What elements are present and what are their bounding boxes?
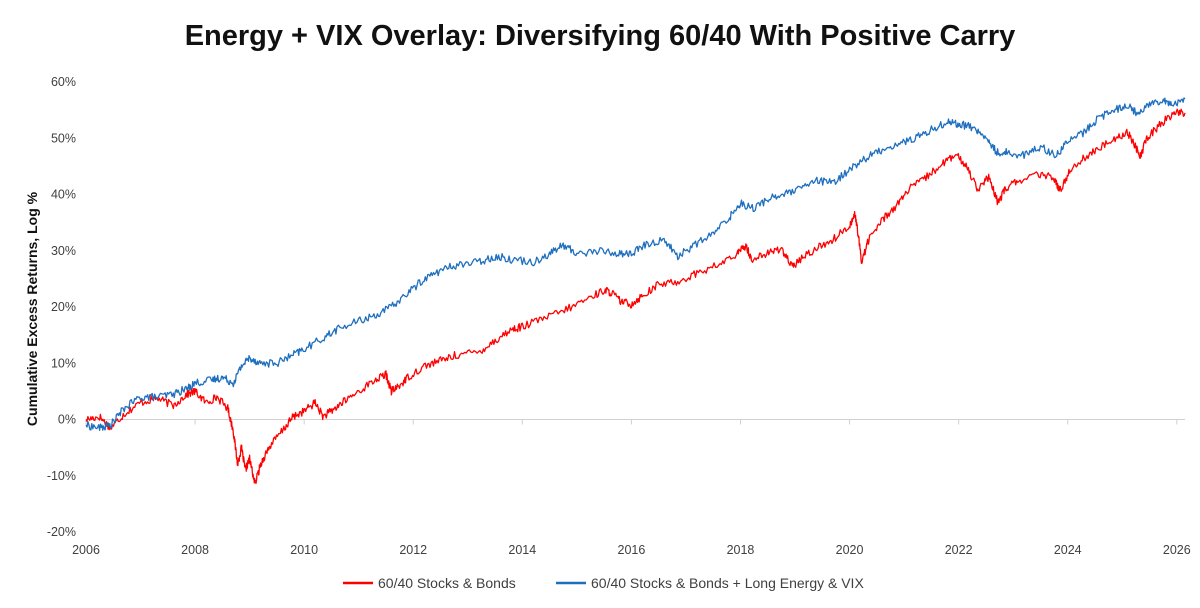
y-tick-label: 10% xyxy=(51,356,76,370)
x-tick-label: 2008 xyxy=(181,543,209,557)
legend: 60/40 Stocks & Bonds 60/40 Stocks & Bond… xyxy=(343,575,864,591)
x-tick-label: 2016 xyxy=(618,543,646,557)
y-tick-label: 30% xyxy=(51,244,76,258)
series-line-overlay xyxy=(85,97,1186,431)
legend-label-overlay: 60/40 Stocks & Bonds + Long Energy & VIX xyxy=(591,575,864,591)
y-tick-label: 0% xyxy=(58,413,76,427)
x-tick-label: 2026 xyxy=(1163,543,1191,557)
y-tick-label: 40% xyxy=(51,188,76,202)
x-tick-label: 2010 xyxy=(290,543,318,557)
x-tick-label: 2024 xyxy=(1054,543,1082,557)
x-tick-label: 2006 xyxy=(72,543,100,557)
y-tick-label: 20% xyxy=(51,300,76,314)
x-tick-label: 2020 xyxy=(836,543,864,557)
ticks-layer: -20% -10% 0% 10% 20% 30% 40% 50% 60% 2006 2008 2010… xyxy=(47,75,1191,557)
series-line-6040 xyxy=(85,108,1186,485)
chart-title: Energy + VIX Overlay: Diversifying 60/40… xyxy=(185,20,1016,52)
x-tick-label: 2022 xyxy=(945,543,973,557)
y-tick-label: 50% xyxy=(51,131,76,145)
axes xyxy=(85,419,1185,425)
x-tick-label: 2018 xyxy=(727,543,755,557)
series-layer xyxy=(85,97,1186,485)
y-tick-label: 60% xyxy=(51,75,76,89)
y-tick-label: -10% xyxy=(47,469,76,483)
y-tick-label: -20% xyxy=(47,525,76,539)
y-axis-label: Cumulative Excess Returns, Log % xyxy=(24,191,40,426)
x-tick-label: 2012 xyxy=(399,543,427,557)
legend-label-6040: 60/40 Stocks & Bonds xyxy=(378,575,516,591)
x-tick-label: 2014 xyxy=(508,543,536,557)
